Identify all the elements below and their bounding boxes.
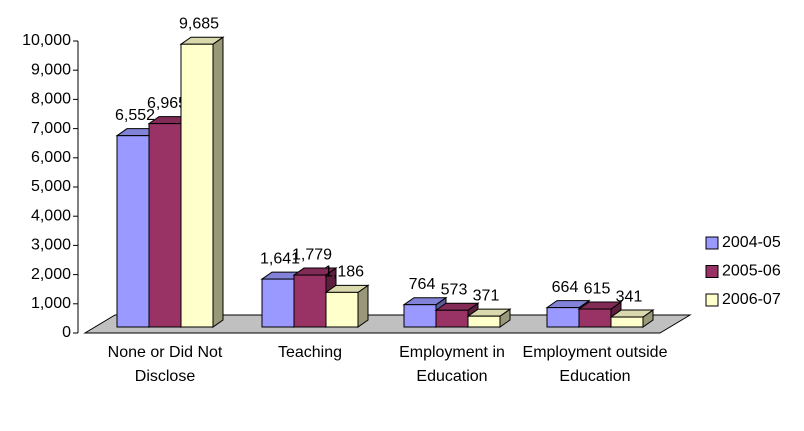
bar-front	[578, 308, 612, 328]
x-tick-label-box: Teaching	[277, 344, 343, 361]
bar-front	[325, 291, 359, 328]
floor	[83, 314, 692, 334]
x-tick-label: None or Did Not Disclose	[107, 344, 223, 385]
bar-front	[148, 123, 182, 328]
value-label: 341	[616, 288, 643, 305]
bar-front	[261, 278, 295, 328]
x-tick-label: Employment outside Education	[522, 344, 668, 385]
value-label: 1,641	[260, 250, 300, 267]
value-label: 764	[409, 276, 436, 293]
value-label: 6,552	[115, 107, 155, 124]
bar	[179, 36, 225, 328]
value-label: 1,779	[292, 246, 332, 263]
value-label: 664	[552, 279, 579, 296]
y-tick-label: 0	[62, 324, 71, 341]
bar	[609, 309, 655, 328]
value-label: 6,965	[147, 95, 187, 112]
bar-front	[403, 304, 437, 328]
legend-label: 2005-06	[722, 263, 781, 280]
y-tick-label: 1,000	[31, 295, 71, 312]
value-label: 371	[473, 287, 500, 304]
x-tick-label: Employment in Education	[399, 344, 505, 385]
bar-front	[116, 135, 150, 328]
bar-front	[180, 43, 214, 328]
y-tick-label: 9,000	[31, 61, 71, 78]
bar	[466, 308, 512, 328]
bar	[324, 284, 370, 328]
legend-swatch	[705, 265, 719, 278]
value-label: 615	[584, 280, 611, 297]
value-label: 1,186	[324, 264, 364, 281]
x-tick-label-box: None or Did Not Disclose	[107, 344, 223, 385]
bar-front	[546, 307, 580, 328]
bar-side	[212, 36, 224, 328]
x-tick-label-box: Employment outside Education	[522, 344, 668, 385]
legend-label: 2004-05	[722, 234, 781, 251]
y-tick-label: 4,000	[31, 207, 71, 224]
bar-front	[293, 274, 327, 328]
y-tick-label: 5,000	[31, 178, 71, 195]
y-tick-label: 8,000	[31, 91, 71, 108]
bar-front	[610, 316, 644, 328]
y-tick-label: 2,000	[31, 266, 71, 283]
legend-swatch	[705, 293, 719, 307]
bar-front	[435, 309, 469, 328]
bar-front	[467, 315, 501, 328]
y-tick-label: 3,000	[31, 237, 71, 254]
value-label: 573	[441, 281, 468, 298]
legend-swatch	[705, 236, 719, 250]
y-tick-label: 10,000	[22, 32, 71, 49]
legend-label: 2006-07	[722, 291, 781, 308]
y-tick-label: 6,000	[31, 149, 71, 166]
value-label: 9,685	[179, 15, 219, 32]
y-tick-label: 7,000	[31, 120, 71, 137]
bar	[402, 296, 448, 328]
x-tick-label-box: Employment in Education	[399, 344, 505, 385]
x-tick-label: Teaching	[277, 344, 343, 361]
